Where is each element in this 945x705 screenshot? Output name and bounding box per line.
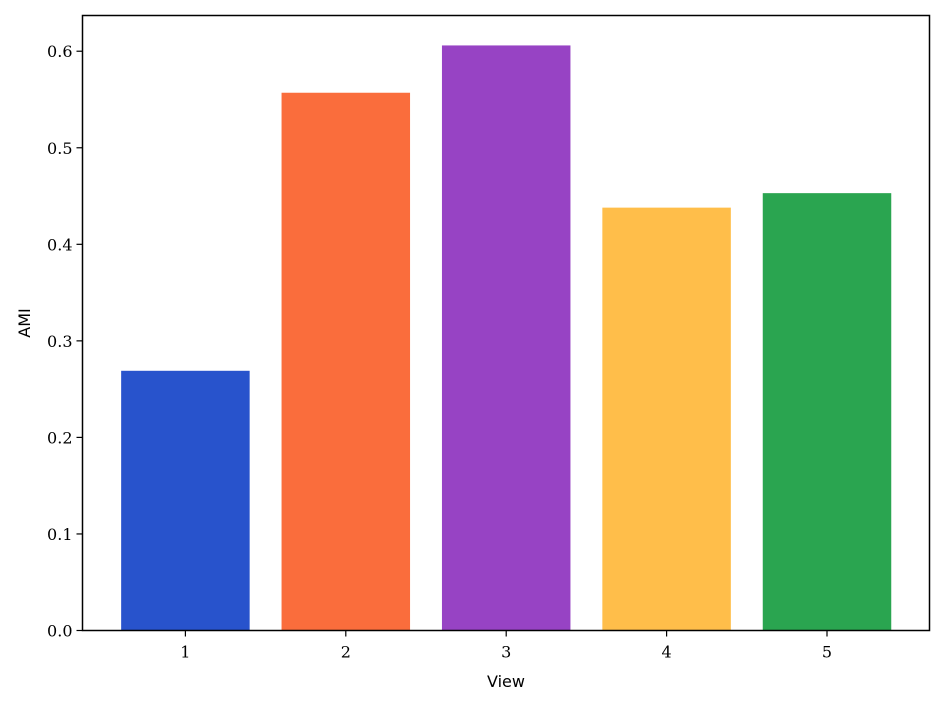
bar-view-3 (441, 45, 571, 631)
y-axis-ticks: 0.0 0.1 0.2 0.3 0.4 0.5 0.6 (47, 42, 83, 641)
x-tick-label: 5 (822, 643, 832, 662)
x-tick-label: 1 (180, 643, 190, 662)
bar-view-4 (602, 207, 731, 631)
y-tick-label: 0.5 (47, 139, 72, 158)
y-tick-label: 0.1 (47, 525, 72, 544)
x-axis-ticks: 1 2 3 4 5 (180, 630, 832, 662)
y-tick-label: 0.4 (47, 235, 72, 254)
plot-frame (81, 14, 931, 632)
y-tick-label: 0.6 (47, 42, 72, 61)
x-axis-label: View (487, 672, 525, 691)
y-tick-label: 0.0 (47, 622, 72, 641)
bars-group (121, 45, 892, 631)
x-tick-label: 4 (662, 643, 672, 662)
bar-view-1 (121, 370, 250, 631)
x-tick-label: 2 (341, 643, 351, 662)
x-tick-label: 3 (501, 643, 511, 662)
y-tick-label: 0.2 (47, 428, 72, 447)
y-axis-label: AMI (15, 308, 34, 337)
bar-view-2 (281, 92, 411, 631)
bar-view-5 (762, 193, 892, 631)
y-tick-label: 0.3 (47, 332, 72, 351)
